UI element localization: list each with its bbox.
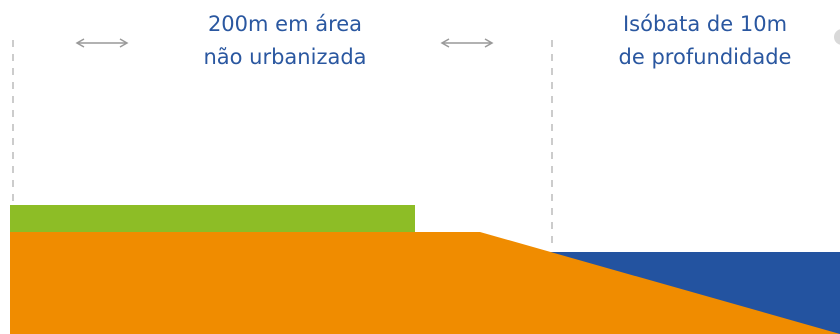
depth-label-line1: Isóbata de 10m [623,12,787,36]
left-double-arrow-icon [75,38,129,48]
land-area [10,232,840,334]
right-double-arrow-icon [440,38,494,48]
zone-label-line1: 200m em área [208,12,362,36]
depth-label-line2: de profundidade [619,45,792,69]
vegetation-strip [10,205,415,232]
partial-circle-marker [834,29,840,45]
zone-label-line2: não urbanizada [203,45,366,69]
